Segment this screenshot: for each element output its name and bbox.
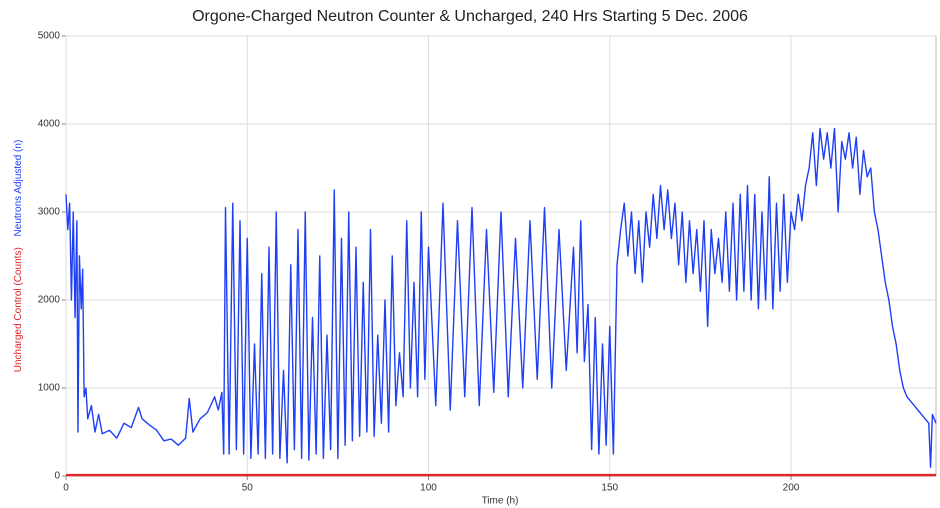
y-tick-label: 3000 bbox=[38, 207, 61, 218]
x-tick-label: 50 bbox=[242, 483, 254, 494]
data-line bbox=[65, 127, 937, 468]
y-tick-label: 4000 bbox=[38, 119, 61, 130]
y-tick-label: 0 bbox=[54, 471, 60, 482]
y-axis-label-blue: Neutrons Adjusted (n) bbox=[13, 140, 24, 237]
plot-area bbox=[65, 35, 937, 477]
y-tick-label: 5000 bbox=[38, 31, 61, 42]
x-tick-label: 100 bbox=[420, 483, 437, 494]
x-tick-label: 0 bbox=[63, 483, 69, 494]
x-tick-label: 150 bbox=[601, 483, 618, 494]
x-tick-label: 200 bbox=[783, 483, 800, 494]
y-axis-label: Uncharged Control (Counts) Neutrons Adju… bbox=[13, 140, 24, 373]
y-tick-label: 1000 bbox=[38, 383, 61, 394]
y-axis-label-red: Uncharged Control (Counts) bbox=[13, 247, 24, 372]
chart-title: Orgone-Charged Neutron Counter & Uncharg… bbox=[192, 8, 748, 25]
x-axis-label: Time (h) bbox=[482, 496, 519, 507]
y-tick-label: 2000 bbox=[38, 295, 61, 306]
